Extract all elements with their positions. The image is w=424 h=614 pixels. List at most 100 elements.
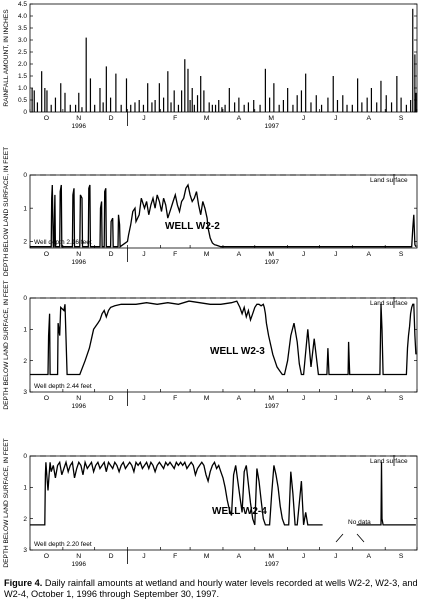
w22-land-surface-label: Land surface bbox=[370, 177, 408, 184]
rainfall-bar bbox=[380, 80, 382, 112]
w22-year-label: 1997 bbox=[265, 259, 280, 266]
w22-y-axis-label: DEPTH BELOW LAND SURFACE, IN FEET bbox=[3, 147, 10, 276]
w24-land-surface-label: Land surface bbox=[370, 458, 408, 465]
rainfall-bar bbox=[218, 100, 220, 112]
rainfall-bar bbox=[69, 104, 71, 112]
rainfall-bar bbox=[305, 73, 307, 112]
w22-month-label: A bbox=[237, 251, 242, 258]
rainfall-bar bbox=[167, 71, 169, 112]
rainfall-bar bbox=[187, 68, 189, 112]
rainfall-bar bbox=[130, 104, 132, 112]
rainfall-bar bbox=[89, 78, 92, 112]
rainfall-bar bbox=[357, 78, 359, 112]
w22-month-label: J bbox=[334, 251, 337, 258]
rainfall-month-label: J bbox=[302, 115, 305, 122]
rainfall-plot-frame bbox=[29, 3, 418, 113]
rainfall-bar bbox=[193, 104, 195, 112]
rainfall-bar bbox=[125, 78, 128, 112]
caption-label: Figure 4. bbox=[4, 578, 43, 588]
rainfall-bar bbox=[85, 37, 87, 112]
w23-month-label: O bbox=[44, 395, 49, 402]
w23-ytick-label: 2 bbox=[23, 358, 27, 365]
w22-month-label: M bbox=[204, 251, 210, 258]
rainfall-month-label: J bbox=[334, 115, 337, 122]
w22-month-label: N bbox=[76, 251, 81, 258]
w24-well-label: WELL W2-4 bbox=[212, 506, 267, 517]
rainfall-month-label: J bbox=[142, 115, 145, 122]
rainfall-bar bbox=[412, 8, 414, 112]
rainfall-bar bbox=[50, 104, 52, 112]
w24-month-label: J bbox=[142, 553, 145, 560]
w22-plot-frame bbox=[29, 174, 418, 249]
rainfall-bar bbox=[151, 102, 153, 112]
w23-well-depth-label: Well depth 2.44 feet bbox=[34, 383, 92, 390]
rainfall-bar bbox=[36, 102, 39, 112]
w23-well-label: WELL W2-3 bbox=[210, 346, 265, 357]
w23-month-label: J bbox=[302, 395, 305, 402]
rainfall-bar bbox=[54, 97, 57, 112]
rainfall-ytick-label: 0 bbox=[23, 109, 27, 116]
w22-month-label: O bbox=[44, 251, 49, 258]
caption-text: Daily rainfall amounts at wetland and ho… bbox=[4, 578, 418, 599]
rainfall-bar bbox=[189, 100, 191, 112]
rainfall-ytick-label: 2.5 bbox=[18, 49, 27, 56]
rainfall-bar bbox=[224, 104, 226, 112]
rainfall-ytick-label: 4.0 bbox=[18, 13, 27, 20]
rainfall-y-axis-label: RAINFALL AMOUNT, IN INCHES bbox=[3, 9, 10, 107]
w23-month-label: F bbox=[173, 395, 177, 402]
rainfall-bar bbox=[120, 104, 122, 112]
w24-no-data-pointer-right bbox=[356, 533, 365, 543]
w23-y-axis-label: DEPTH BELOW LAND SURFACE, IN FEET bbox=[3, 280, 10, 409]
rainfall-bar bbox=[208, 102, 210, 112]
w22-month-label: D bbox=[109, 251, 114, 258]
rainfall-month-label: F bbox=[173, 115, 177, 122]
rainfall-bar bbox=[196, 95, 199, 112]
rainfall-ytick-label: 3.0 bbox=[18, 37, 27, 44]
rainfall-bar bbox=[33, 90, 35, 112]
rainfall-bar bbox=[74, 104, 77, 112]
w23-land-surface-label: Land surface bbox=[370, 300, 408, 307]
w22-month-label: J bbox=[142, 251, 145, 258]
rainfall-bar bbox=[264, 68, 266, 112]
w22-month-label: J bbox=[302, 251, 305, 258]
rainfall-bar bbox=[278, 104, 280, 112]
rainfall-bar bbox=[410, 100, 412, 112]
rainfall-bar bbox=[415, 92, 417, 112]
rainfall-year-label: 1996 bbox=[72, 123, 87, 130]
rainfall-ytick-label: 1.0 bbox=[18, 85, 27, 92]
rainfall-bar bbox=[64, 92, 66, 112]
w22-well-depth-label: Well depth 2.16 feet bbox=[34, 239, 92, 246]
w23-month-label: D bbox=[109, 395, 114, 402]
w24-water-level-line bbox=[30, 459, 323, 526]
rainfall-bar bbox=[142, 104, 145, 112]
rainfall-bar bbox=[214, 104, 217, 112]
rainfall-bar bbox=[102, 102, 104, 112]
rainfall-bar bbox=[115, 73, 117, 112]
rainfall-bar bbox=[31, 88, 33, 112]
rainfall-bar bbox=[184, 59, 186, 112]
rainfall-bar bbox=[181, 90, 183, 112]
rainfall-bar bbox=[282, 100, 285, 112]
rainfall-bar bbox=[109, 97, 112, 112]
rainfall-bar bbox=[203, 90, 205, 112]
rainfall-bar bbox=[170, 102, 172, 112]
w23-ytick-label: 1 bbox=[23, 327, 27, 334]
w23-ytick-label: 3 bbox=[23, 389, 27, 396]
rainfall-bar bbox=[390, 102, 393, 112]
w24-ytick-label: 2 bbox=[23, 516, 27, 523]
rainfall-bar bbox=[332, 76, 334, 112]
rainfall-bar bbox=[310, 102, 312, 112]
w22-water-level-line bbox=[30, 183, 417, 248]
w22-ytick-label: 0 bbox=[23, 172, 27, 179]
rainfall-bar bbox=[177, 104, 180, 112]
w23-month-label: J bbox=[142, 395, 145, 402]
w24-well-depth-label: Well depth 2.20 feet bbox=[34, 541, 92, 548]
rainfall-bar bbox=[41, 71, 43, 112]
w24-ytick-label: 1 bbox=[23, 485, 27, 492]
rainfall-bar bbox=[154, 100, 156, 112]
w23-month-label: J bbox=[334, 395, 337, 402]
rainfall-bar bbox=[414, 54, 416, 112]
rainfall-bar bbox=[342, 95, 344, 112]
rainfall-bar bbox=[259, 104, 261, 112]
rainfall-bar bbox=[361, 102, 363, 112]
